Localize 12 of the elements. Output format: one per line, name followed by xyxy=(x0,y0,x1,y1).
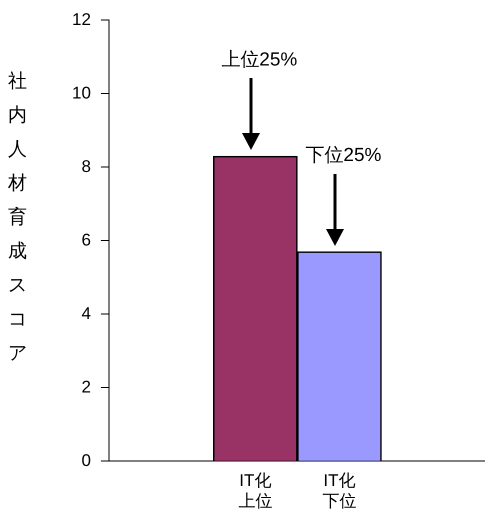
y-tick-label: 4 xyxy=(81,304,91,323)
annotation: 下位25% xyxy=(305,144,382,166)
x-tick-label: IT化下位 xyxy=(322,471,356,510)
x-tick-label: IT化上位 xyxy=(238,471,272,510)
y-tick-label: 8 xyxy=(81,156,91,176)
y-tick-label: 0 xyxy=(81,450,91,470)
y-tick-label: 12 xyxy=(72,10,91,29)
y-tick-label: 2 xyxy=(81,377,91,396)
y-tick-label: 6 xyxy=(81,230,91,250)
y-tick-label: 10 xyxy=(72,83,91,102)
text: 社内人材育成スコア xyxy=(8,70,27,364)
annotation: 上位25% xyxy=(221,49,298,70)
